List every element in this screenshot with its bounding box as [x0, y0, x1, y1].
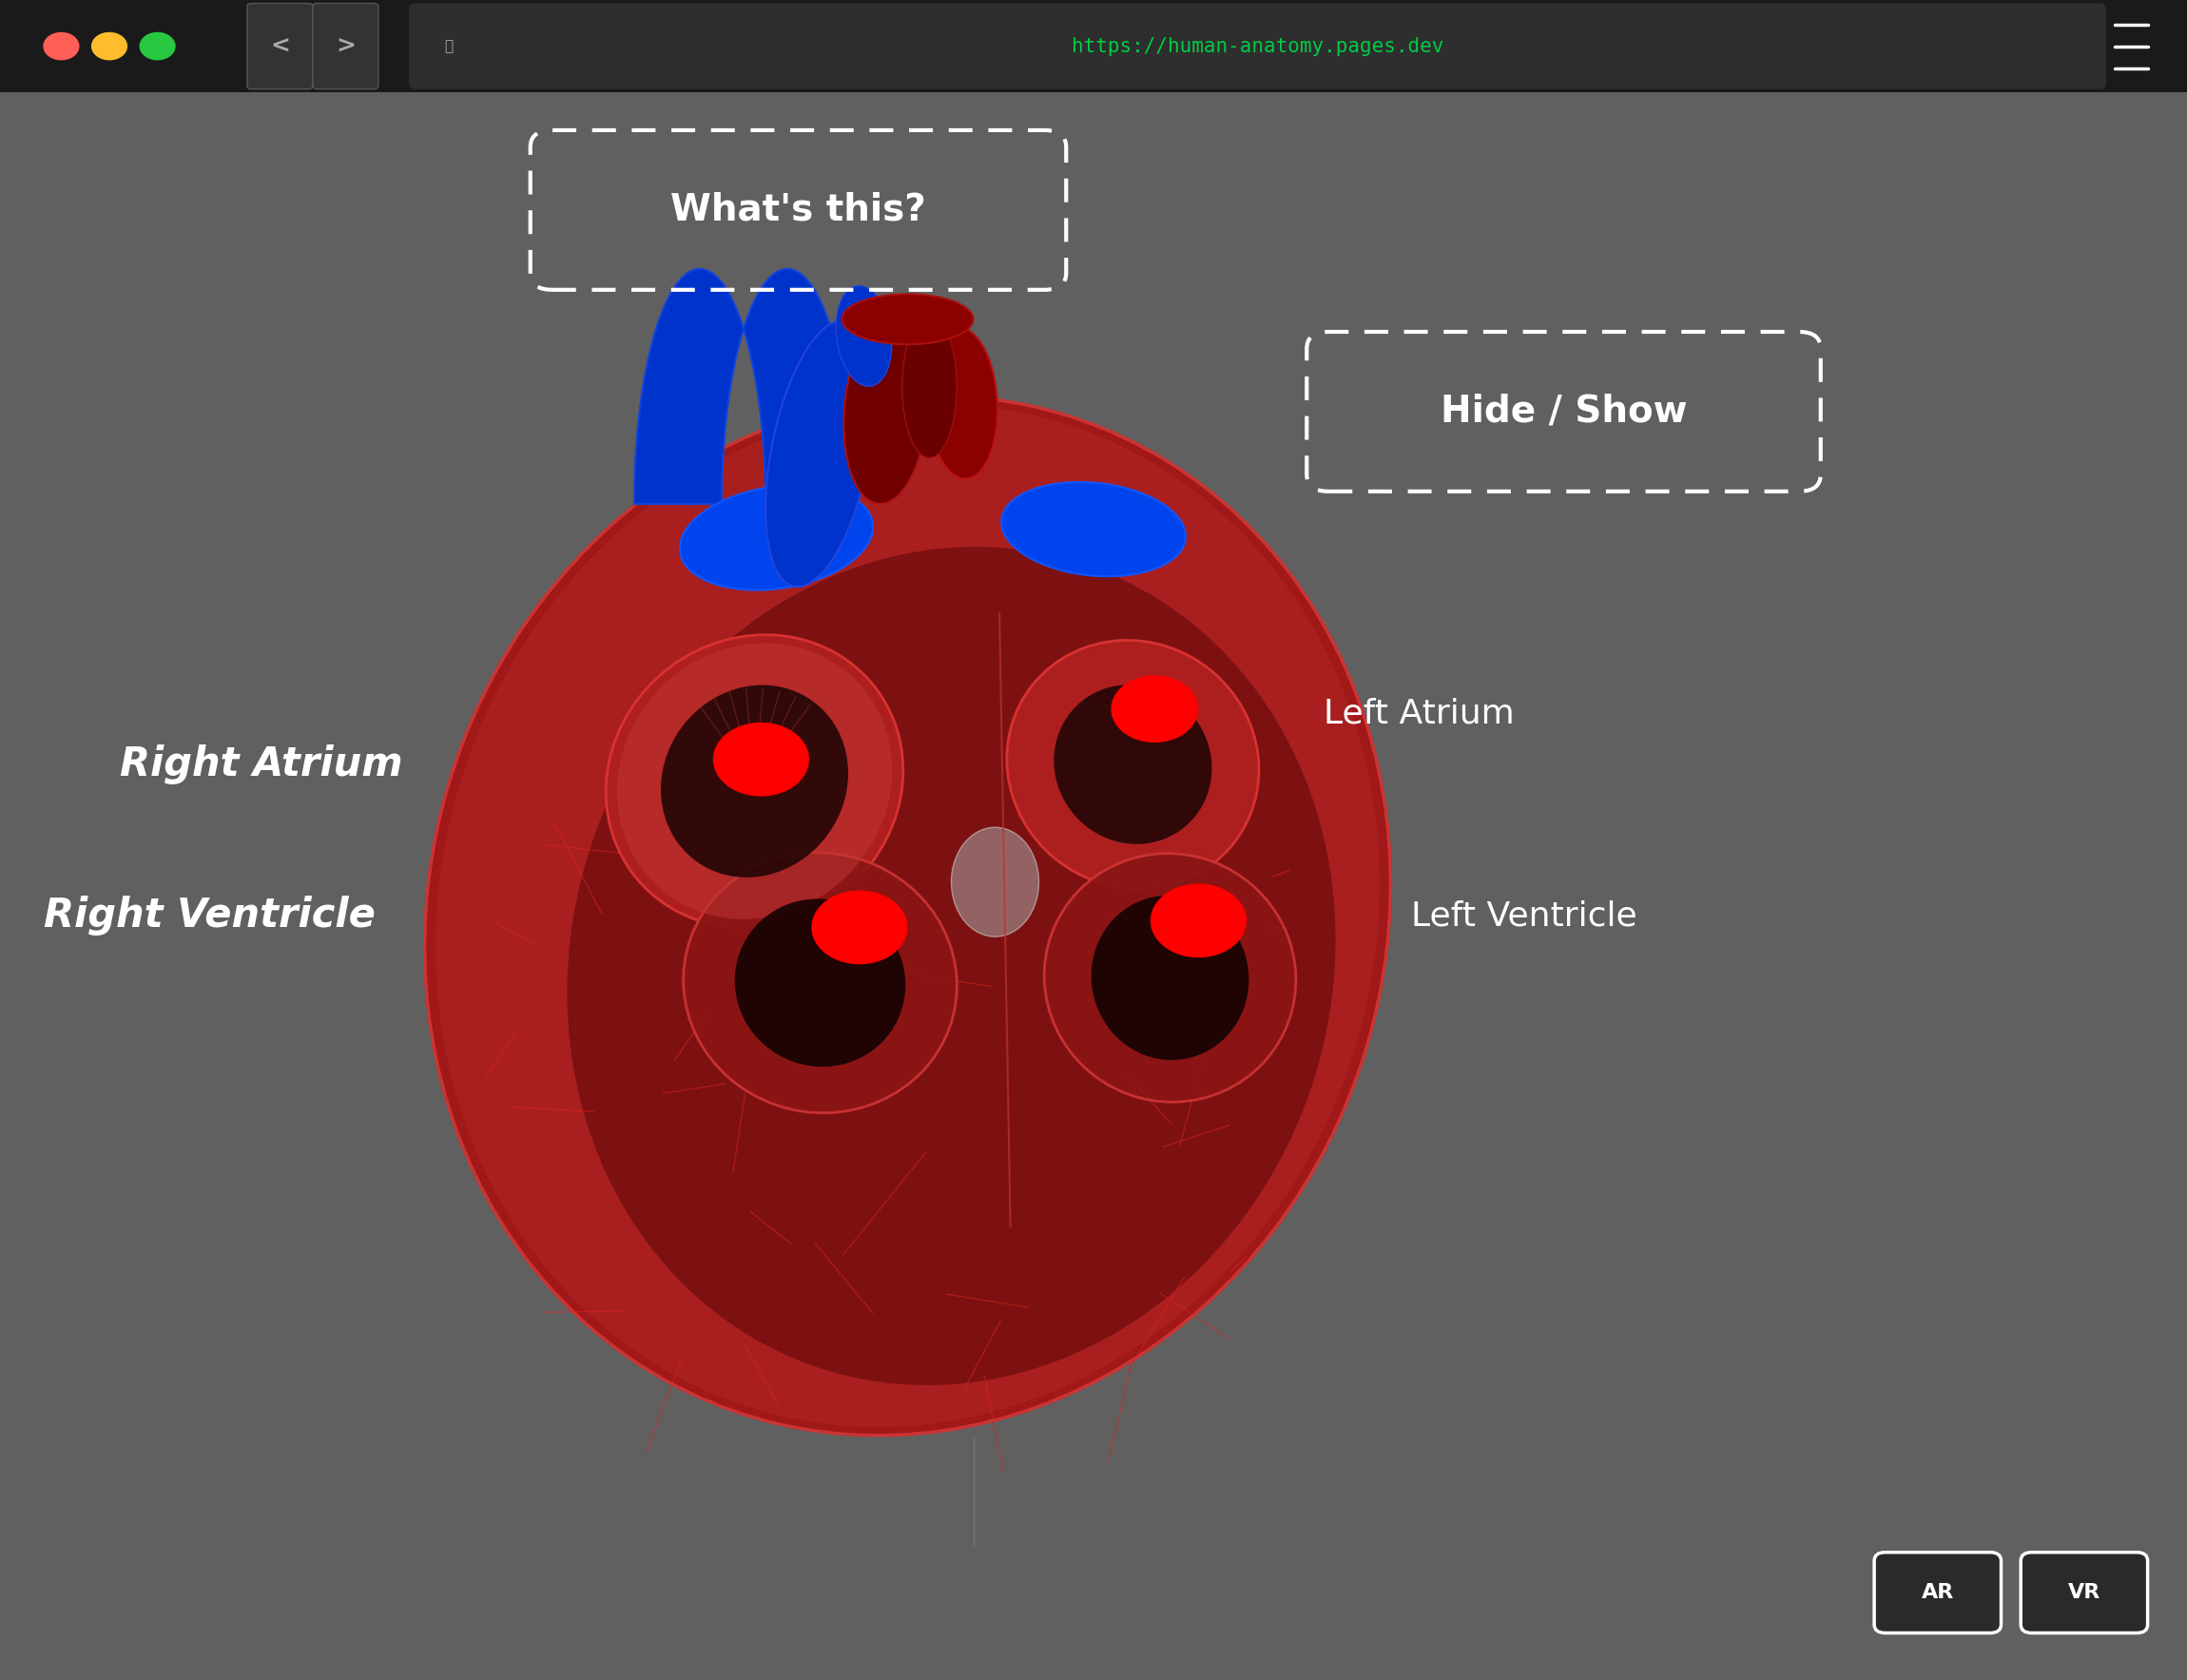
Circle shape [713, 722, 809, 796]
FancyBboxPatch shape [409, 3, 2106, 89]
Text: Right Ventricle: Right Ventricle [44, 895, 376, 936]
Ellipse shape [1002, 482, 1185, 576]
Ellipse shape [1043, 853, 1297, 1102]
Ellipse shape [835, 286, 892, 386]
Text: Hide / Show: Hide / Show [1441, 393, 1686, 430]
Text: >: > [335, 35, 356, 57]
Text: Left Ventricle: Left Ventricle [1411, 899, 1636, 932]
Circle shape [92, 32, 127, 59]
Ellipse shape [765, 321, 875, 586]
Text: https://human-anatomy.pages.dev: https://human-anatomy.pages.dev [1072, 37, 1443, 55]
Text: AR: AR [1922, 1583, 1953, 1603]
Circle shape [140, 32, 175, 59]
Ellipse shape [606, 635, 903, 927]
Ellipse shape [1091, 895, 1249, 1060]
Ellipse shape [617, 643, 892, 919]
Ellipse shape [844, 319, 927, 504]
Ellipse shape [424, 396, 1391, 1435]
Circle shape [811, 890, 908, 964]
Text: <: < [269, 35, 291, 57]
Ellipse shape [566, 546, 1336, 1386]
Ellipse shape [903, 316, 958, 459]
FancyBboxPatch shape [2021, 1552, 2148, 1633]
Ellipse shape [435, 405, 1380, 1426]
Text: Left Atrium: Left Atrium [1323, 697, 1513, 731]
Circle shape [44, 32, 79, 59]
Ellipse shape [680, 486, 873, 590]
Ellipse shape [660, 685, 849, 877]
Text: Right Atrium: Right Atrium [120, 744, 402, 785]
Text: What's this?: What's this? [671, 192, 925, 228]
FancyBboxPatch shape [0, 0, 2187, 92]
Circle shape [1150, 884, 1247, 958]
Ellipse shape [842, 294, 973, 344]
Ellipse shape [927, 328, 997, 479]
Text: VR: VR [2069, 1583, 2100, 1603]
Polygon shape [634, 269, 853, 504]
Ellipse shape [682, 853, 958, 1112]
Text: 🔒: 🔒 [444, 39, 453, 54]
FancyBboxPatch shape [247, 3, 313, 89]
FancyBboxPatch shape [1874, 1552, 2001, 1633]
Ellipse shape [1054, 685, 1212, 843]
Ellipse shape [735, 899, 905, 1067]
Ellipse shape [1006, 640, 1260, 889]
FancyBboxPatch shape [313, 3, 378, 89]
Ellipse shape [951, 828, 1039, 937]
Circle shape [1111, 675, 1198, 743]
